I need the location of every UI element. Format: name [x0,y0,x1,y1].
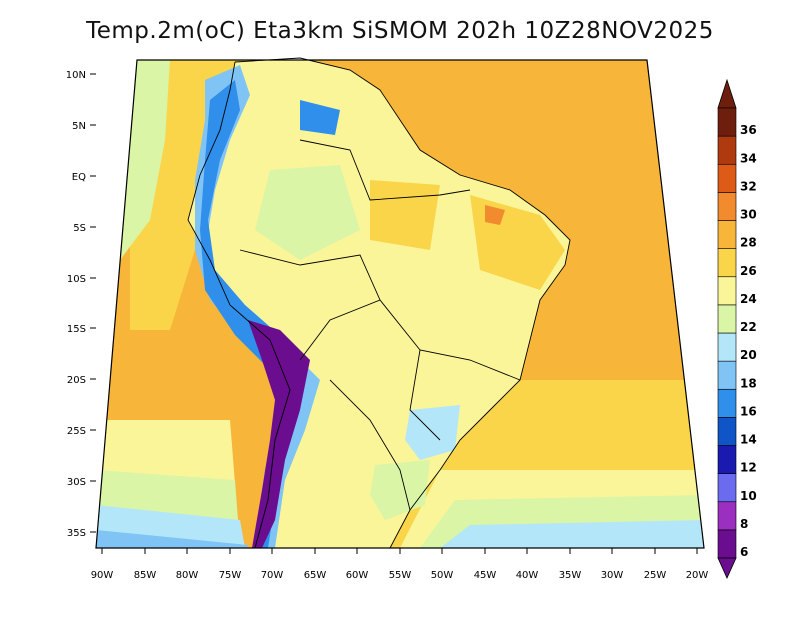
lon-label: 70W [261,570,284,581]
south-pacific-coldest-zone [96,530,248,548]
lon-label: 20W [686,570,709,581]
border-north [299,139,471,201]
guiana-highlands-cold [300,100,340,135]
lon-label: 35W [559,570,582,581]
colorbar-segment [717,360,737,390]
colorbar-segment [717,276,737,306]
amazon-mild-area [255,165,360,260]
colorbar-segment [717,163,737,193]
colorbar-labels: 6 8 10 12 14 16 18 20 22 24 26 28 30 32 34 36 [740,123,757,559]
altiplano-coldest [248,320,310,548]
colorbar-segment [717,220,737,249]
colorbar-label: 8 [740,517,748,531]
lon-label: 55W [389,570,412,581]
lon-label: 65W [304,570,327,581]
lat-label: 10N [66,70,86,81]
colorbar-segment [717,304,737,334]
colorbar-segment [717,192,737,221]
colorbar-segment [717,529,737,559]
colorbar-top-arrow [717,78,737,109]
lat-label: EQ [72,172,86,183]
colorbar-label: 12 [740,461,757,475]
northeast-hot-spot [485,205,505,225]
colorbar-label: 10 [740,489,757,503]
colorbar-label: 36 [740,123,757,137]
lon-label: 50W [431,570,454,581]
lat-label: 5S [73,223,86,234]
lon-label: 40W [516,570,539,581]
colorbar-segment [717,445,737,474]
colorbar-segments [717,107,737,559]
south-atlantic-cold-zone [440,520,704,548]
lon-label: 80W [176,570,199,581]
border-lines [187,57,571,549]
map-title: Temp.2m(oC) Eta3km SiSMOM 202h 10Z28NOV2… [86,18,714,44]
lon-label: 45W [474,570,497,581]
colorbar-label: 16 [740,404,757,418]
colorbar-label: 6 [740,545,748,559]
colorbar-segment [717,388,737,418]
coastline-west [187,61,291,549]
colorbar-label: 32 [740,179,757,193]
map-frame [95,59,705,549]
amazon-warm-area [370,180,440,250]
colorbar-label: 20 [740,348,757,362]
colorbar-label: 22 [740,320,757,334]
border-state [409,349,441,441]
lon-label: 75W [219,570,242,581]
colorbar-label: 18 [740,376,757,390]
lat-label: 25S [67,426,86,437]
lat-label: 15S [67,324,86,335]
colorbar-bottom-arrow [717,557,737,579]
lat-label: 5N [72,121,86,132]
colorbar-segment [717,417,737,446]
longitude-axis: 90W 85W 80W 75W 70W 65W 60W 55W 50W 45W … [91,548,709,581]
lon-label: 60W [346,570,369,581]
lat-label: 10S [67,274,86,285]
colorbar-label: 24 [740,292,757,306]
colorbar-segment [717,501,737,531]
lon-label: 90W [91,570,114,581]
temperature-field [96,60,704,548]
lon-label: 85W [134,570,157,581]
colorbar-segment [717,248,737,278]
coastline-east [234,57,571,549]
lon-label: 25W [644,570,667,581]
colorbar: 6 8 10 12 14 16 18 20 22 24 26 28 30 32 34 36 [717,78,757,579]
colorbar-segment [717,107,737,137]
colorbar-segment [717,332,737,362]
colorbar-label: 14 [740,433,757,447]
south-cool-area [370,460,430,520]
lat-label: 20S [67,375,86,386]
border-west-brazil [239,249,381,361]
border-south [329,379,411,511]
colorbar-label: 34 [740,151,757,165]
colorbar-segment [717,135,737,165]
lat-label: 35S [67,528,86,539]
colorbar-segment [717,473,737,503]
colorbar-label: 30 [740,208,757,222]
colorbar-label: 26 [740,264,757,278]
colorbar-label: 28 [740,236,757,250]
latitude-axis: 10N 5N EQ 5S 10S 15S 20S 25S 30S 35S [66,70,96,539]
border-central [379,299,521,381]
lat-label: 30S [67,477,86,488]
lon-label: 30W [601,570,624,581]
